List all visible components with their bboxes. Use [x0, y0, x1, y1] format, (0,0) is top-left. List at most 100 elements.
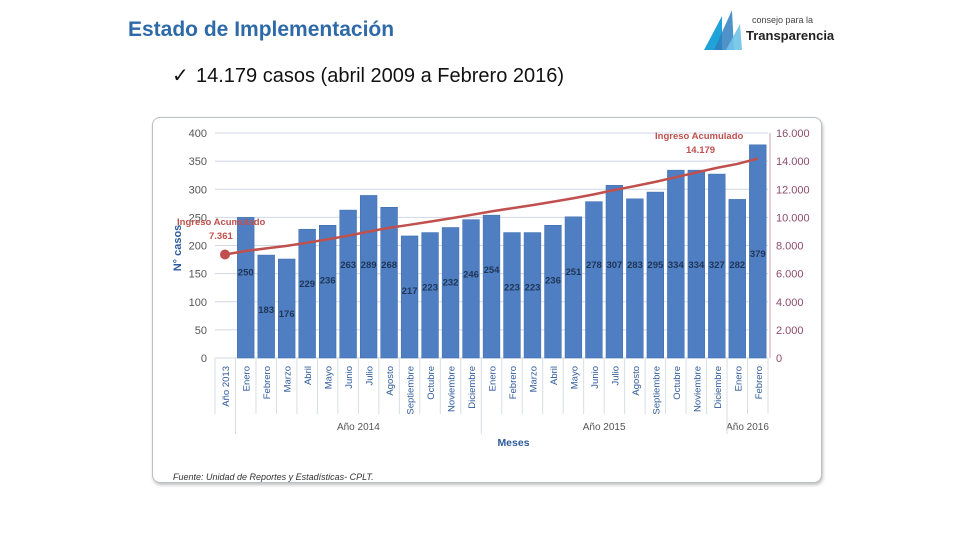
bar — [523, 232, 542, 359]
bar-value-label: 327 — [709, 260, 725, 271]
logo-small-text: consejo para la — [752, 15, 814, 25]
bar-value-label: 254 — [484, 265, 501, 276]
y-tick-label: 0 — [201, 353, 207, 365]
y2-tick-label: 8.000 — [776, 241, 804, 253]
x-tick-label: Enero — [242, 366, 253, 391]
y2-tick-label: 14.000 — [776, 156, 810, 168]
bar-value-label: 223 — [525, 283, 541, 294]
bar — [626, 198, 644, 359]
year-group-label: Año 2015 — [583, 422, 626, 433]
bar-value-label: 278 — [586, 260, 602, 271]
y2-tick-label: 0 — [776, 353, 782, 365]
summary-bullet: ✓ 14.179 casos (abril 2009 a Febrero 2016… — [172, 63, 564, 88]
chart-frame: 0 50 100 150 200 250 300 350 400 0 2.000 4.000 6.000… — [152, 117, 822, 483]
x-tick-label: Junio — [344, 366, 355, 389]
y2-tick-label: 12.000 — [776, 184, 810, 196]
chart: 0 50 100 150 200 250 300 350 400 0 2.000 4.000 6.000… — [172, 128, 810, 482]
x-axis-label: Meses — [497, 437, 529, 449]
bar — [728, 199, 746, 359]
bar — [380, 207, 398, 359]
bar-value-label: 223 — [422, 283, 438, 294]
bar — [564, 216, 583, 359]
bar-value-label: 223 — [504, 283, 520, 294]
bar-value-label: 295 — [647, 260, 664, 271]
bar — [749, 144, 767, 359]
x-tick-label: Septiembre — [406, 366, 417, 415]
bar — [708, 173, 726, 359]
source-note: Fuente: Unidad de Reportes y Estadística… — [173, 472, 374, 482]
x-tick-label: Septiembre — [651, 366, 662, 415]
bar — [462, 219, 480, 359]
x-tick-label: Junio — [590, 366, 601, 389]
x-tick-label: Enero — [733, 366, 744, 391]
y2-tick-label: 6.000 — [776, 269, 804, 281]
bar-value-label: 246 — [463, 270, 479, 281]
bar — [278, 258, 296, 359]
annotation-end-label: Ingreso Acumulado — [655, 131, 744, 142]
bar-value-label: 379 — [750, 249, 766, 260]
bar — [257, 254, 275, 359]
x-tick-label: Julio — [610, 366, 621, 386]
bar-value-label: 183 — [258, 305, 274, 316]
x-tick-label: Año 2013 — [221, 366, 232, 407]
bar — [544, 225, 562, 359]
cumulative-line — [224, 157, 759, 256]
bar-value-label: 251 — [565, 267, 582, 278]
bar-value-label: 236 — [320, 275, 336, 286]
bar — [482, 214, 501, 359]
y-tick-label: 250 — [189, 212, 207, 224]
bar-value-label: 176 — [279, 309, 295, 320]
x-tick-label: Enero — [488, 366, 499, 391]
bar-value-label: 263 — [340, 260, 356, 271]
bar — [319, 225, 337, 359]
bar — [687, 169, 705, 359]
bar-value-label: 307 — [606, 260, 622, 271]
bar-value-label: 268 — [381, 260, 397, 271]
bar — [441, 227, 460, 359]
bar — [298, 228, 316, 359]
bar-value-label: 232 — [443, 278, 459, 289]
bar-value-label: 282 — [729, 260, 745, 271]
bar — [605, 185, 624, 359]
bar-value-label: 229 — [299, 279, 315, 290]
x-tick-label: Mayo — [324, 366, 335, 389]
x-tick-label: Marzo — [283, 366, 294, 392]
y-tick-label: 350 — [189, 156, 207, 168]
y2-tick-label: 16.000 — [776, 128, 810, 140]
bar — [359, 195, 378, 359]
x-tick-label: Agosto — [631, 366, 642, 396]
y-tick-label: 200 — [189, 241, 207, 253]
check-icon: ✓ — [172, 65, 189, 87]
bar-value-label: 236 — [545, 275, 561, 286]
y-tick-label: 100 — [189, 297, 207, 309]
year-group-label: Año 2016 — [726, 422, 769, 433]
x-tick-label: Febrero — [754, 366, 765, 399]
x-tick-label: Abril — [303, 366, 314, 385]
line-start-point — [220, 249, 230, 260]
bar — [339, 209, 357, 359]
y-axis-label: N° casos — [172, 225, 184, 272]
annotation-start-value: 7.361 — [209, 231, 233, 242]
bar — [421, 232, 439, 359]
annotation-end-value: 14.179 — [686, 145, 715, 156]
x-tick-label: Julio — [365, 366, 376, 386]
bullet-period: (abril 2009 a Febrero 2016) — [320, 65, 565, 87]
y-tick-label: 400 — [189, 128, 207, 140]
bar-value-label: 334 — [668, 260, 685, 271]
slide-title: Estado de Implementación — [128, 18, 395, 41]
bar — [646, 191, 664, 359]
bar-value-label: 250 — [238, 267, 254, 278]
y2-tick-label: 10.000 — [776, 212, 810, 224]
y-tick-label: 300 — [189, 184, 207, 196]
year-group-label: Año 2014 — [337, 422, 380, 433]
bar-value-label: 283 — [627, 260, 643, 271]
y-tick-label: 50 — [195, 325, 207, 337]
x-tick-label: Febrero — [508, 366, 519, 399]
x-tick-label: Octubre — [426, 366, 437, 400]
x-tick-label: Febrero — [262, 366, 273, 399]
bar — [585, 201, 603, 359]
logo — [700, 6, 840, 54]
x-tick-label: Noviembre — [692, 366, 703, 412]
bar-value-label: 334 — [688, 260, 705, 271]
x-tick-label: Octubre — [672, 366, 683, 400]
